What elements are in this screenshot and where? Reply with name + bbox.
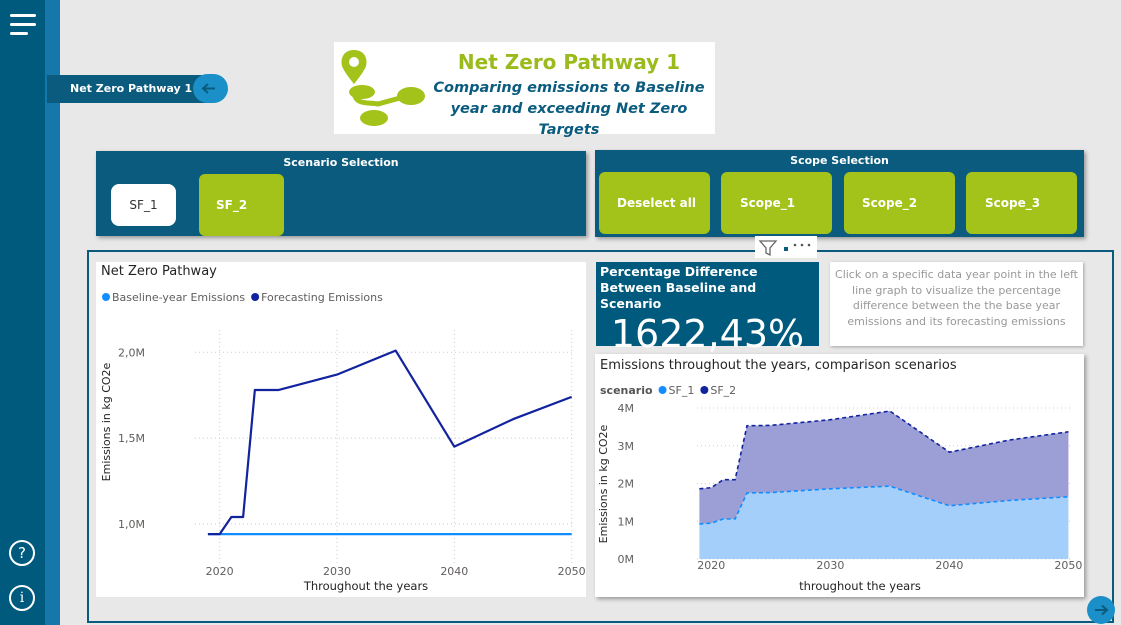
- scope-button[interactable]: Scope_2: [844, 172, 955, 234]
- sidebar-strip: [45, 0, 60, 625]
- visual-frame: [87, 250, 1114, 623]
- scope-button[interactable]: Scope_3: [966, 172, 1077, 234]
- info-icon[interactable]: i: [9, 585, 35, 611]
- scope-button[interactable]: Deselect all: [599, 172, 710, 234]
- scenario-panel: Scenario Selection SF_1 SF_2: [96, 151, 586, 236]
- sidebar: [0, 0, 45, 625]
- area-chart-card: [595, 354, 1084, 597]
- panel-title: Scenario Selection: [283, 156, 399, 169]
- scope-button[interactable]: Scope_1: [721, 172, 832, 234]
- subtitle-line: year and exceeding Net Zero Targets: [450, 101, 688, 138]
- back-button[interactable]: [193, 73, 229, 105]
- scope-panel: Scope Selection Deselect all Scope_1 Sco…: [595, 150, 1084, 237]
- subtitle-line: Comparing emissions to Baseline: [433, 80, 705, 96]
- visual-header[interactable]: [755, 236, 817, 258]
- kpi-title: Percentage Difference Between Baseline a…: [600, 264, 758, 311]
- kpi-card: Percentage Difference Between Baseline a…: [596, 262, 819, 355]
- header-title: Net Zero Pathway 1: [457, 50, 681, 74]
- panel-title: Scope Selection: [790, 154, 889, 167]
- scenario-button[interactable]: SF_2: [199, 174, 284, 236]
- menu-icon[interactable]: [8, 12, 38, 38]
- scenario-button[interactable]: SF_1: [111, 184, 176, 226]
- next-button[interactable]: [1083, 596, 1115, 625]
- logo: [341, 50, 425, 126]
- kpi-value: 1622,43%: [610, 312, 805, 356]
- line-chart-card: [96, 262, 586, 597]
- info-card: Click on a specific data year point in t…: [830, 262, 1083, 346]
- help-icon[interactable]: ?: [9, 540, 35, 566]
- page-tab[interactable]: Net Zero Pathway 1: [47, 75, 207, 103]
- header-card: Net Zero Pathway 1 Comparing emissions t…: [334, 42, 715, 138]
- header-subtitle: Comparing emissions to Baseline year and…: [424, 78, 714, 141]
